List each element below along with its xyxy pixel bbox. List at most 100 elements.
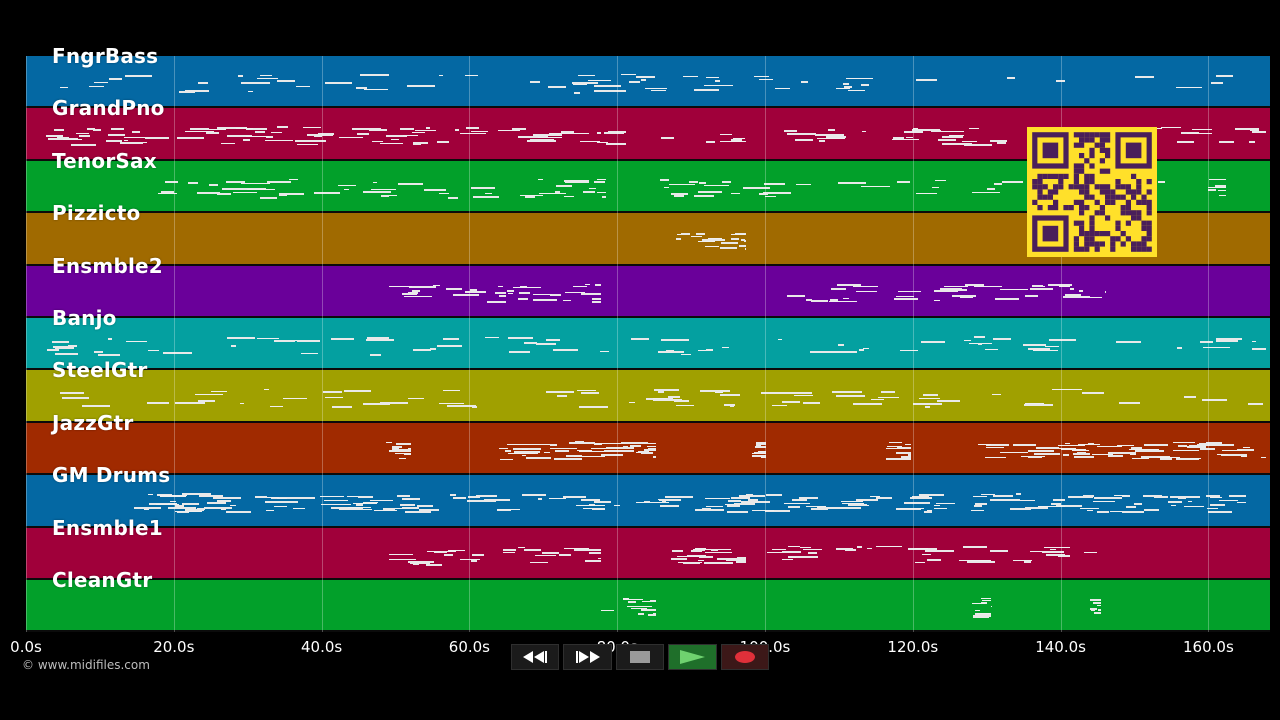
note-mark [735,232,746,235]
qr-module [1037,205,1043,211]
note-mark [841,503,865,505]
note-mark [271,132,282,133]
note-mark [400,503,416,506]
record-button[interactable] [720,644,770,670]
note-mark [472,405,477,408]
note-mark [908,454,911,457]
note-mark [411,131,426,133]
note-mark [437,344,463,347]
note-mark [621,442,649,445]
note-mark [278,193,288,196]
note-mark [51,341,70,344]
stop-button[interactable] [615,644,665,670]
note-mark [446,404,460,407]
note-mark [144,136,170,139]
note-mark [93,129,102,132]
note-mark [1223,443,1235,446]
note-mark [266,135,273,138]
note-mark [1207,508,1218,510]
note-mark [260,196,278,199]
note-mark [596,142,609,144]
note-mark [1192,128,1212,130]
note-mark [260,74,273,76]
note-mark [660,338,690,341]
note-mark [1023,560,1031,563]
time-tick-label: 0.0s [10,638,42,656]
note-mark [549,497,566,499]
qr-module [1146,246,1152,252]
note-mark [912,129,941,132]
note-mark [331,507,348,510]
note-mark [597,560,601,563]
qr-module [1131,246,1137,252]
note-mark [941,135,963,138]
note-mark [628,600,636,603]
note-mark [225,180,246,183]
note-mark [453,293,468,296]
note-mark [1215,339,1238,342]
note-mark [987,187,995,190]
qr-module [1115,220,1121,226]
qr-module [1146,236,1152,242]
qr-module [1136,215,1142,221]
note-mark [1208,189,1217,192]
note-mark [709,561,733,564]
note-mark [552,348,579,351]
play-button[interactable] [668,644,717,670]
note-mark [892,137,904,140]
note-mark [395,442,411,445]
note-mark [146,402,170,405]
track-label: Banjo [52,306,117,330]
note-mark [175,401,205,404]
qr-module [1131,215,1137,221]
note-mark [989,140,1007,143]
note-mark [78,135,90,138]
note-mark [108,133,126,136]
note-mark [803,548,822,550]
track-lane-banjo [26,318,1270,371]
note-mark [1094,612,1101,615]
note-mark [847,503,868,506]
note-mark [992,495,1014,498]
note-mark [206,128,226,130]
note-mark [53,128,65,131]
note-mark [320,503,351,505]
note-mark [635,451,645,453]
note-mark [816,137,845,139]
note-mark [523,443,551,445]
qr-module [1079,210,1085,216]
note-mark [587,80,612,82]
note-mark [886,447,905,449]
note-mark [54,346,75,349]
note-mark [660,504,679,507]
note-mark [147,350,160,352]
note-mark [583,507,599,509]
note-mark [699,555,713,558]
note-mark [720,134,733,136]
rewind-button[interactable] [511,644,560,670]
note-mark [579,455,605,457]
note-mark [337,185,356,187]
note-mark [487,300,507,303]
note-mark [549,294,562,297]
note-mark [442,389,460,391]
note-mark [389,559,416,561]
note-mark [507,293,513,295]
note-mark [579,405,609,408]
track-lane-fngrbass [26,56,1270,109]
qr-module [1084,236,1090,242]
note-mark [876,546,902,548]
qr-module [1073,163,1079,169]
note-mark [565,181,589,184]
note-mark [408,448,411,450]
note-mark [875,497,892,500]
note-mark [604,443,626,445]
track-label: GrandPno [52,96,165,121]
fast-forward-button[interactable] [563,644,612,670]
note-mark [788,557,797,559]
note-mark [974,610,980,612]
note-mark [808,551,817,554]
time-tick-label: 20.0s [153,638,195,656]
note-mark [731,138,742,141]
track-label: Ensmble1 [52,515,163,540]
